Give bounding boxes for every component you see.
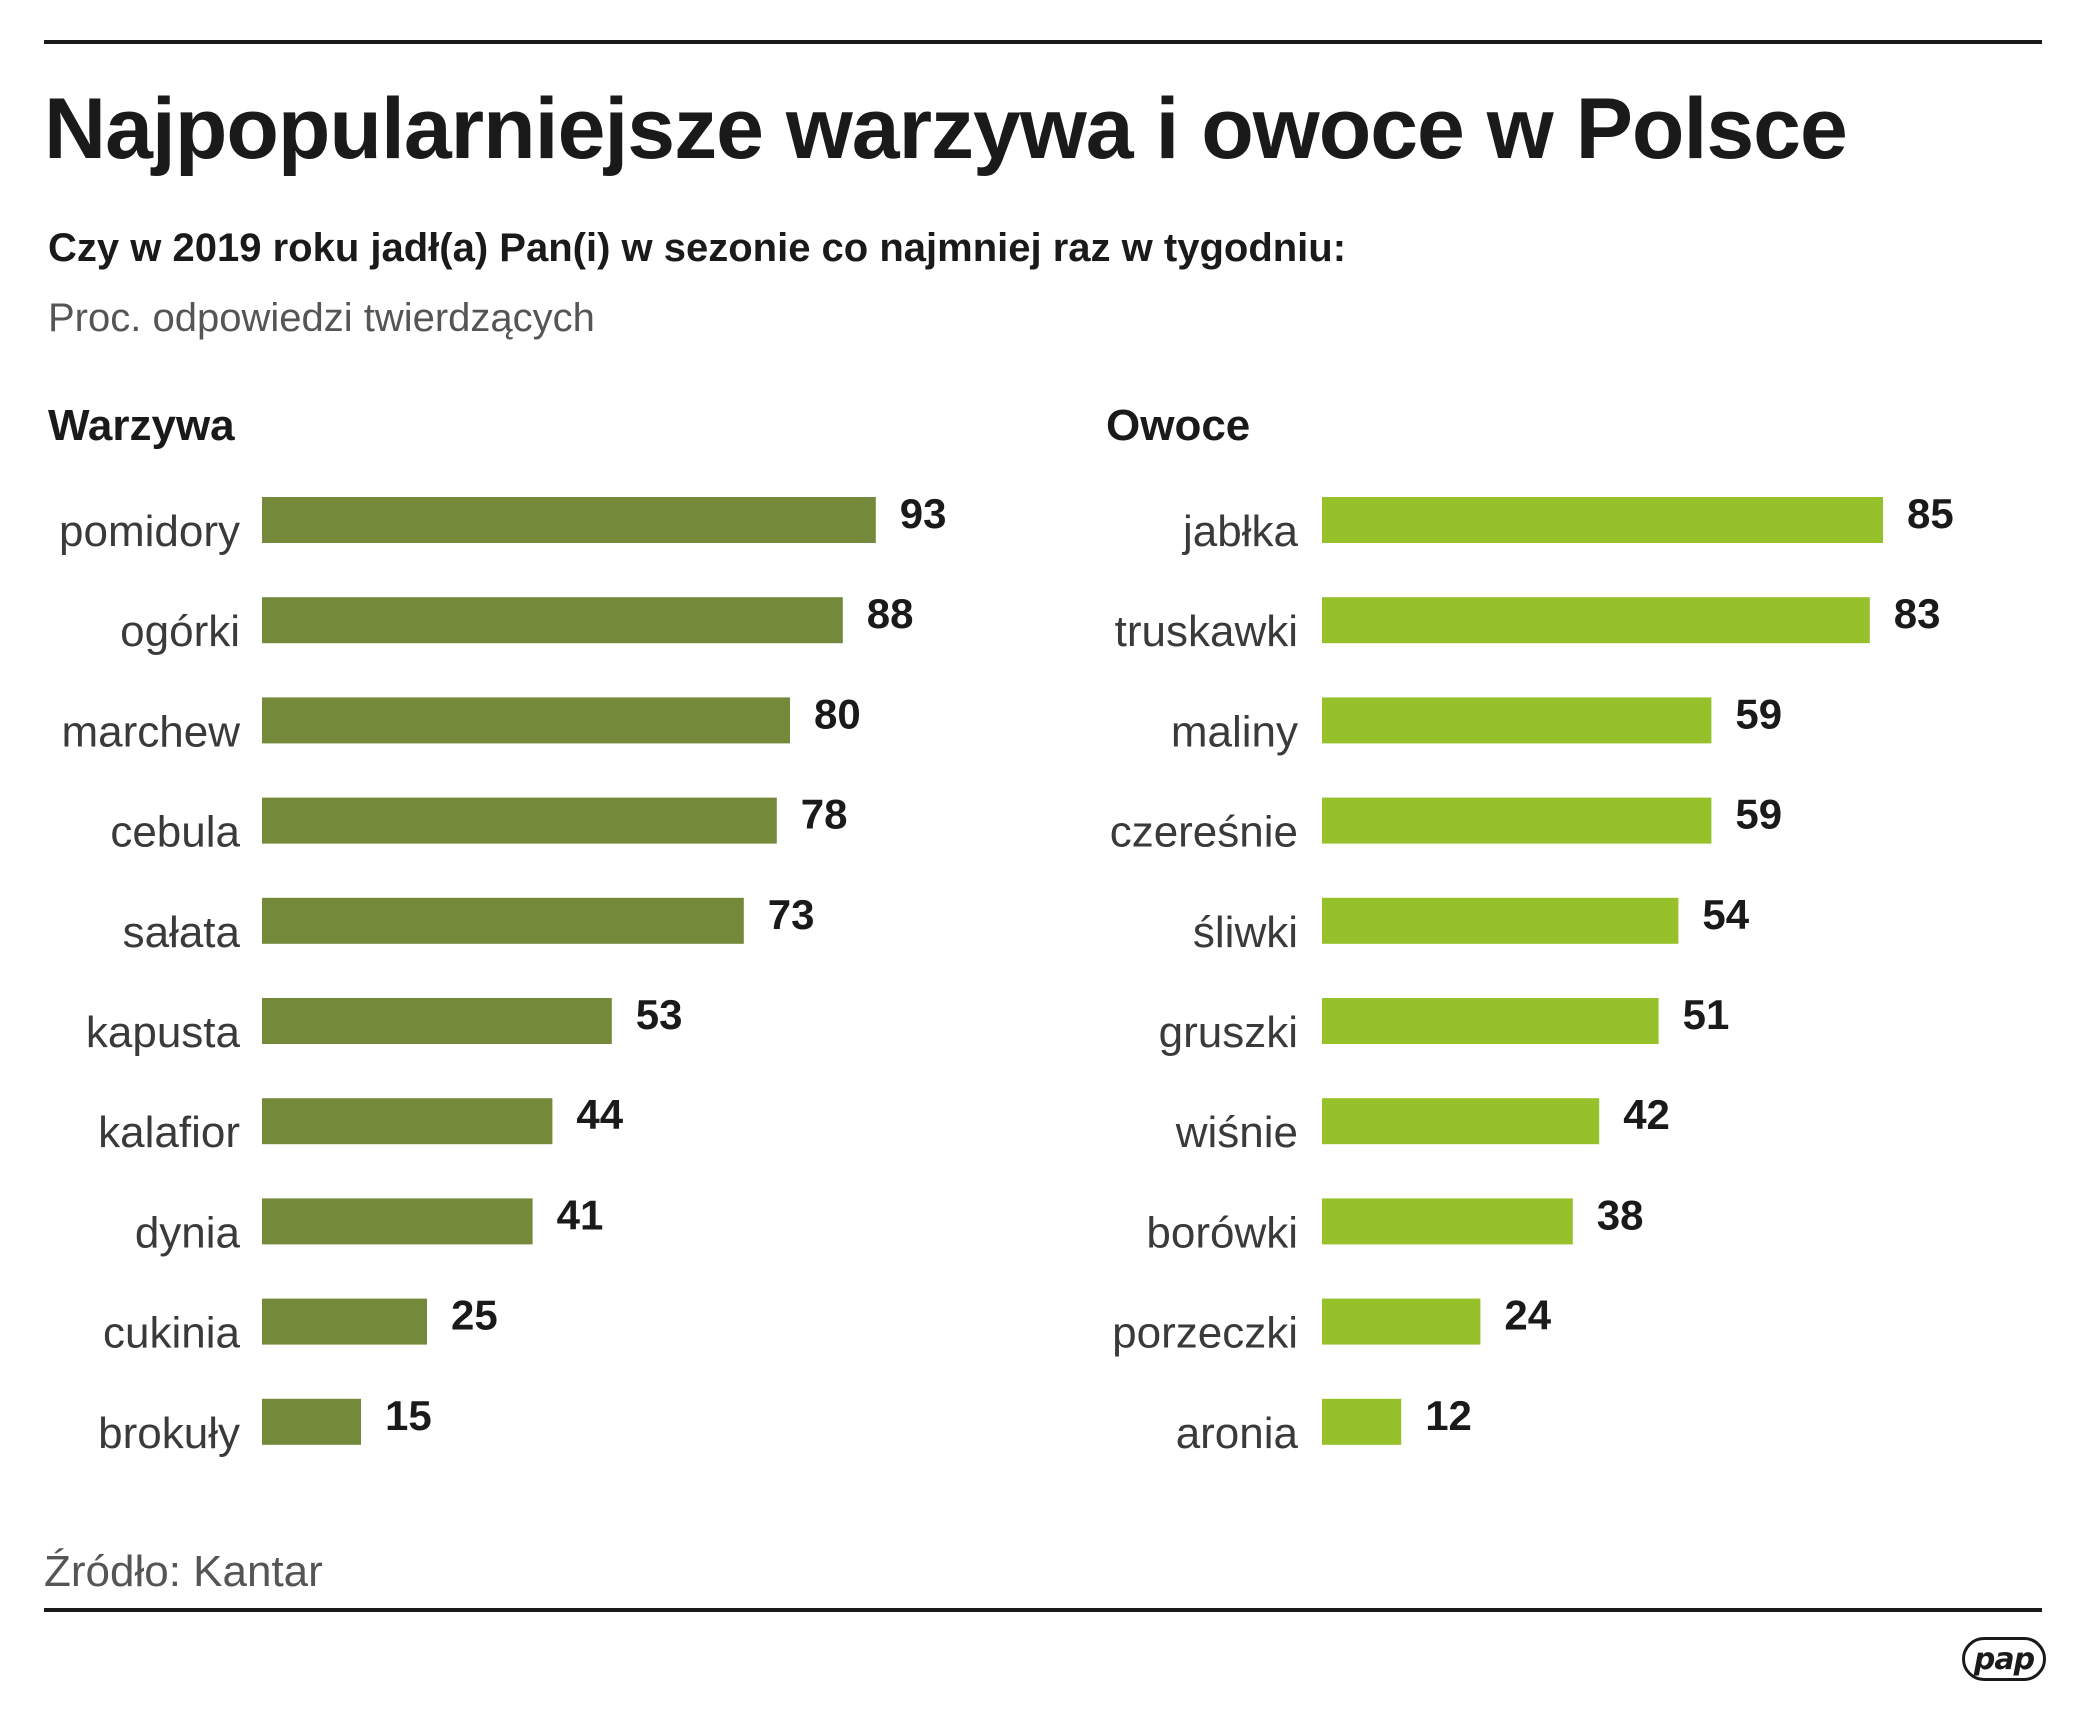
value-label-owoce-5: 51 xyxy=(1683,991,1730,1038)
category-label-owoce-8: porzeczki xyxy=(1112,1309,1298,1358)
source-note: Źródło: Kantar xyxy=(44,1547,323,1596)
value-label-warzywa-3: 78 xyxy=(801,791,848,838)
bar-warzywa-4 xyxy=(262,897,744,944)
chart-unit-note: Proc. odpowiedzi twierdzących xyxy=(48,296,595,340)
value-label-owoce-4: 54 xyxy=(1702,891,1749,938)
category-label-owoce-2: maliny xyxy=(1171,707,1298,756)
bar-warzywa-8 xyxy=(262,1298,427,1345)
value-label-owoce-1: 83 xyxy=(1894,590,1941,637)
category-label-owoce-6: wiśnie xyxy=(1175,1108,1298,1157)
category-label-warzywa-9: brokuły xyxy=(98,1409,240,1458)
bar-warzywa-0 xyxy=(262,497,876,543)
value-label-warzywa-5: 53 xyxy=(636,991,683,1038)
category-label-warzywa-6: kalafior xyxy=(98,1108,240,1157)
bar-owoce-6 xyxy=(1322,1098,1600,1145)
bar-charts: Warzywa pomidory 93 ogórki 88 marchew 80 cebula… xyxy=(48,401,1954,1458)
category-label-warzywa-4: sałata xyxy=(123,908,241,957)
category-label-warzywa-1: ogórki xyxy=(120,607,240,656)
category-label-owoce-7: borówki xyxy=(1146,1208,1298,1257)
value-label-warzywa-1: 88 xyxy=(867,590,914,637)
value-label-warzywa-6: 44 xyxy=(576,1091,623,1138)
category-label-warzywa-5: kapusta xyxy=(86,1008,241,1057)
category-label-warzywa-7: dynia xyxy=(135,1208,241,1257)
value-label-warzywa-8: 25 xyxy=(451,1292,498,1339)
bar-warzywa-3 xyxy=(262,797,777,844)
bar-owoce-0 xyxy=(1322,497,1883,543)
bar-warzywa-9 xyxy=(262,1398,361,1445)
value-label-warzywa-9: 15 xyxy=(385,1392,432,1439)
value-label-owoce-0: 85 xyxy=(1907,490,1954,537)
category-label-warzywa-8: cukinia xyxy=(103,1309,240,1358)
bar-owoce-3 xyxy=(1322,797,1712,844)
value-label-warzywa-0: 93 xyxy=(900,490,947,537)
bar-warzywa-1 xyxy=(262,597,843,644)
pap-logo: pap xyxy=(1962,1637,2046,1681)
bar-warzywa-2 xyxy=(262,697,790,744)
category-label-warzywa-3: cebula xyxy=(110,808,240,857)
category-label-warzywa-0: pomidory xyxy=(59,507,240,556)
top-rule xyxy=(44,40,2042,44)
category-label-owoce-3: czereśnie xyxy=(1110,808,1298,857)
value-label-warzywa-7: 41 xyxy=(557,1191,604,1238)
panel-title-owoce: Owoce xyxy=(1106,401,1250,450)
panel-title-warzywa: Warzywa xyxy=(48,401,235,450)
value-label-owoce-2: 59 xyxy=(1735,690,1782,737)
chart-title: Najpopularniejsze warzywa i owoce w Pols… xyxy=(44,81,1848,177)
bar-owoce-8 xyxy=(1322,1298,1481,1345)
bar-warzywa-7 xyxy=(262,1198,533,1245)
bar-owoce-2 xyxy=(1322,697,1712,744)
category-label-owoce-9: aronia xyxy=(1176,1409,1299,1458)
category-label-owoce-5: gruszki xyxy=(1159,1008,1298,1057)
chart-subtitle: Czy w 2019 roku jadł(a) Pan(i) w sezonie… xyxy=(48,226,1347,270)
value-label-warzywa-4: 73 xyxy=(768,891,815,938)
bar-owoce-5 xyxy=(1322,998,1659,1044)
bar-owoce-1 xyxy=(1322,597,1870,644)
bar-warzywa-6 xyxy=(262,1098,553,1145)
category-label-owoce-0: jabłka xyxy=(1181,507,1298,556)
value-label-warzywa-2: 80 xyxy=(814,690,861,737)
category-label-owoce-1: truskawki xyxy=(1115,607,1298,656)
category-label-owoce-4: śliwki xyxy=(1193,908,1298,957)
value-label-owoce-3: 59 xyxy=(1735,791,1782,838)
bottom-rule xyxy=(44,1608,2042,1612)
bar-warzywa-5 xyxy=(262,998,612,1044)
value-label-owoce-8: 24 xyxy=(1504,1292,1551,1339)
bar-owoce-4 xyxy=(1322,897,1679,944)
bar-owoce-7 xyxy=(1322,1198,1573,1245)
value-label-owoce-6: 42 xyxy=(1623,1091,1670,1138)
value-label-owoce-9: 12 xyxy=(1425,1392,1472,1439)
value-label-owoce-7: 38 xyxy=(1597,1191,1644,1238)
bar-owoce-9 xyxy=(1322,1398,1402,1445)
category-label-warzywa-2: marchew xyxy=(62,707,241,756)
